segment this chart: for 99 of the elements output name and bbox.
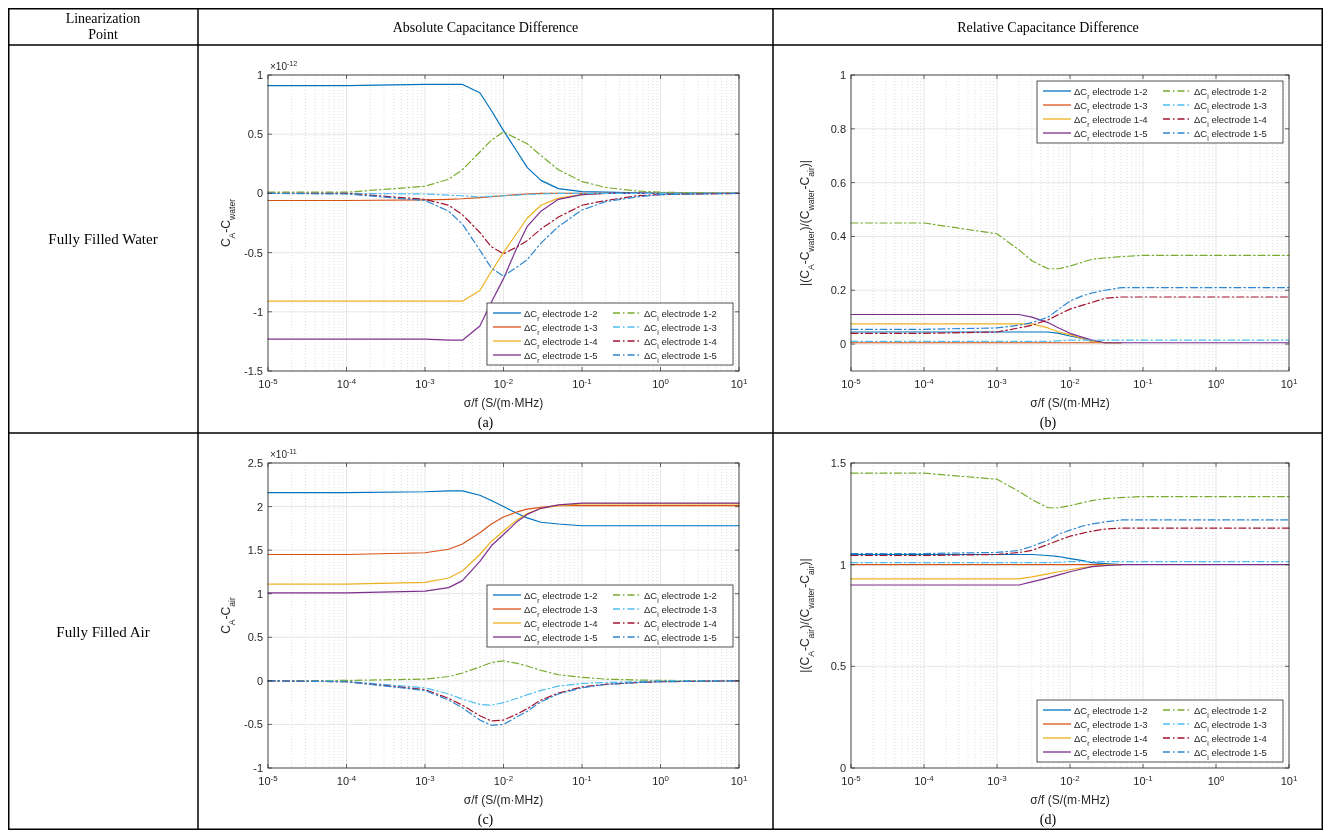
x-tick-label: 10$^{1}$ bbox=[730, 773, 748, 787]
text: ×10$^{-12}$ bbox=[270, 58, 298, 72]
y-tick-label: 0.4 bbox=[830, 230, 846, 243]
legend-label: ΔC$_{i}$ electrode 1-5 bbox=[1194, 127, 1267, 141]
x-tick-label: 10$^{-3}$ bbox=[987, 773, 1008, 787]
x-tick-label: 10$^{1}$ bbox=[730, 376, 748, 390]
x-tick-label: 10$^{-1}$ bbox=[1133, 376, 1154, 390]
y-tick-label: 0 bbox=[839, 762, 846, 774]
legend-label: ΔC$_{i}$ electrode 1-3 bbox=[1194, 718, 1267, 732]
y-tick-label: -0.5 bbox=[244, 246, 263, 259]
x-tick-label: 10$^{-4}$ bbox=[336, 376, 357, 390]
legend-label: ΔC$_{i}$ electrode 1-3 bbox=[644, 603, 717, 617]
legend-label: ΔC$_{i}$ electrode 1-2 bbox=[644, 307, 717, 321]
y-tick-label: 0 bbox=[256, 674, 263, 687]
legend-label: ΔC$_{r}$ electrode 1-4 bbox=[1074, 113, 1148, 127]
y-tick-label: 0.2 bbox=[830, 284, 846, 297]
x-tick-label: 10$^{-3}$ bbox=[415, 376, 436, 390]
y-tick-label: 2 bbox=[256, 500, 263, 513]
x-tick-label: 10$^{-4}$ bbox=[336, 773, 357, 787]
legend-label: ΔC$_{i}$ electrode 1-4 bbox=[644, 617, 717, 631]
y-tick-label: 0 bbox=[256, 187, 263, 200]
text: Fully Filled Air bbox=[56, 623, 150, 640]
y-tick-label: 1.5 bbox=[247, 544, 263, 557]
chart-title: Absolute Capacitance Difference bbox=[392, 20, 579, 35]
y-tick-label: 0.5 bbox=[830, 660, 846, 673]
legend-label: ΔC$_{r}$ electrode 1-3 bbox=[1074, 718, 1148, 732]
x-tick-label: 10$^{-2}$ bbox=[1060, 773, 1080, 787]
x-tick-label: 10$^{-1}$ bbox=[572, 773, 593, 787]
text: Linearization Point bbox=[65, 11, 141, 42]
y-tick-label: 2.5 bbox=[247, 457, 263, 469]
x-tick-label: 10$^{-5}$ bbox=[841, 376, 862, 390]
x-tick-label: 10$^{1}$ bbox=[1280, 376, 1298, 390]
x-tick-label: 10$^{-2}$ bbox=[493, 773, 514, 787]
x-tick-label: 10$^{-3}$ bbox=[987, 376, 1008, 390]
legend-label: ΔC$_{r}$ electrode 1-4 bbox=[524, 335, 598, 349]
x-tick-label: 10$^{0}$ bbox=[1207, 376, 1225, 390]
y-tick-label: 1 bbox=[839, 558, 846, 571]
x-axis-title: σ/f (S/(m·MHz) bbox=[463, 793, 544, 807]
x-tick-label: 10$^{1}$ bbox=[1280, 773, 1298, 787]
legend-label: ΔC$_{r}$ electrode 1-3 bbox=[1074, 99, 1148, 113]
legend-label: ΔC$_{r}$ electrode 1-2 bbox=[1074, 85, 1148, 99]
x-axis-title: σ/f (S/(m·MHz) bbox=[1030, 793, 1110, 807]
legend-label: ΔC$_{i}$ electrode 1-5 bbox=[1194, 746, 1267, 760]
legend-label: ΔC$_{r}$ electrode 1-2 bbox=[524, 589, 598, 603]
legend-label: ΔC$_{r}$ electrode 1-5 bbox=[524, 349, 598, 363]
legend-label: ΔC$_{r}$ electrode 1-5 bbox=[1074, 127, 1148, 141]
legend-label: ΔC$_{i}$ electrode 1-4 bbox=[644, 335, 717, 349]
legend-label: ΔC$_{i}$ electrode 1-4 bbox=[1194, 732, 1267, 746]
legend-label: ΔC$_{i}$ electrode 1-5 bbox=[644, 349, 717, 363]
y-tick-label: 1 bbox=[256, 69, 263, 81]
legend-label: ΔC$_{i}$ electrode 1-5 bbox=[644, 631, 717, 645]
x-tick-label: 10$^{-2}$ bbox=[1060, 376, 1080, 390]
legend-label: ΔC$_{r}$ electrode 1-4 bbox=[1074, 732, 1148, 746]
y-tick-label: 0 bbox=[839, 338, 846, 351]
y-tick-label: 0.6 bbox=[830, 176, 846, 189]
legend-label: ΔC$_{r}$ electrode 1-2 bbox=[1074, 704, 1148, 718]
text: (a) bbox=[477, 415, 494, 431]
chart-title: Relative Capacitance Difference bbox=[957, 20, 1139, 35]
legend-label: ΔC$_{i}$ electrode 1-3 bbox=[1194, 99, 1267, 113]
x-tick-label: 10$^{0}$ bbox=[1207, 773, 1225, 787]
x-tick-label: 10$^{-1}$ bbox=[572, 376, 593, 390]
text: ×10$^{-11}$ bbox=[270, 446, 297, 460]
y-tick-label: 1 bbox=[256, 587, 263, 600]
legend-label: ΔC$_{i}$ electrode 1-2 bbox=[1194, 85, 1267, 99]
x-axis-title: σ/f (S/(m·MHz) bbox=[463, 396, 544, 410]
y-tick-label: 1 bbox=[839, 69, 846, 81]
y-tick-label: -0.5 bbox=[244, 718, 263, 731]
y-tick-label: -1 bbox=[253, 305, 263, 318]
text: (b) bbox=[1039, 415, 1057, 431]
x-tick-label: 10$^{-5}$ bbox=[258, 376, 279, 390]
x-tick-label: 10$^{-4}$ bbox=[914, 376, 935, 390]
legend-label: ΔC$_{i}$ electrode 1-4 bbox=[1194, 113, 1267, 127]
legend-label: ΔC$_{i}$ electrode 1-3 bbox=[644, 321, 717, 335]
y-tick-label: -1.5 bbox=[244, 365, 263, 377]
x-tick-label: 10$^{-3}$ bbox=[415, 773, 436, 787]
legend-label: ΔC$_{r}$ electrode 1-3 bbox=[524, 603, 598, 617]
x-tick-label: 10$^{-2}$ bbox=[493, 376, 514, 390]
legend-label: ΔC$_{r}$ electrode 1-2 bbox=[524, 307, 598, 321]
y-tick-label: 0.5 bbox=[247, 631, 263, 644]
y-tick-label: 0.5 bbox=[247, 128, 263, 141]
legend-label: ΔC$_{r}$ electrode 1-5 bbox=[1074, 746, 1148, 760]
x-tick-label: 10$^{-5}$ bbox=[258, 773, 279, 787]
x-tick-label: 10$^{-5}$ bbox=[841, 773, 862, 787]
x-tick-label: 10$^{-4}$ bbox=[914, 773, 935, 787]
x-axis-title: σ/f (S/(m·MHz) bbox=[1030, 396, 1110, 410]
legend-label: ΔC$_{r}$ electrode 1-4 bbox=[524, 617, 598, 631]
y-tick-label: -1 bbox=[253, 762, 263, 774]
legend-label: ΔC$_{i}$ electrode 1-2 bbox=[644, 589, 717, 603]
x-tick-label: 10$^{0}$ bbox=[652, 376, 670, 390]
text: Fully Filled Water bbox=[48, 231, 158, 247]
legend-label: ΔC$_{r}$ electrode 1-3 bbox=[524, 321, 598, 335]
text: (d) bbox=[1039, 812, 1057, 828]
y-tick-label: 0.8 bbox=[830, 122, 846, 135]
legend-label: ΔC$_{i}$ electrode 1-2 bbox=[1194, 704, 1267, 718]
x-tick-label: 10$^{-1}$ bbox=[1133, 773, 1154, 787]
y-tick-label: 1.5 bbox=[830, 457, 846, 469]
text: (c) bbox=[477, 812, 494, 828]
x-tick-label: 10$^{0}$ bbox=[652, 773, 670, 787]
legend-label: ΔC$_{r}$ electrode 1-5 bbox=[524, 631, 598, 645]
